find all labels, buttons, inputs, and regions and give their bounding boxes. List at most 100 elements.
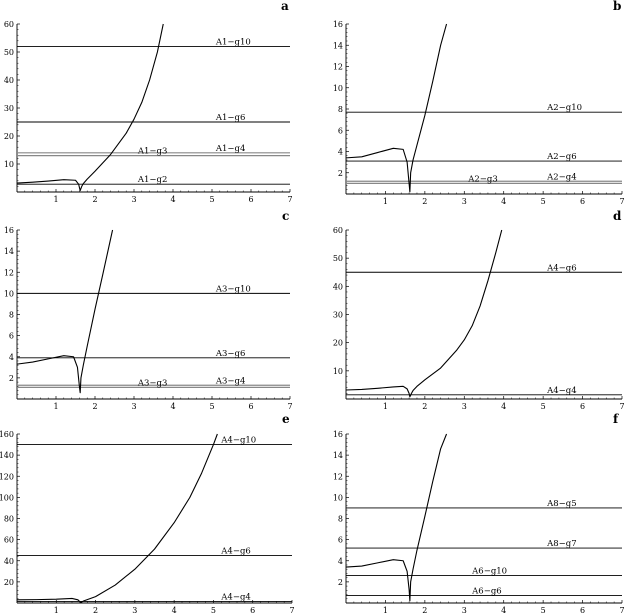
dispersion-curve (346, 229, 503, 398)
reference-line-label: A2−g4 (546, 172, 577, 182)
x-tick-label: 6 (580, 402, 585, 411)
y-tick-label: 8 (338, 515, 343, 524)
y-tick-label: 14 (4, 247, 14, 256)
x-tick-label: 5 (211, 606, 216, 613)
x-tick-label: 6 (580, 606, 585, 613)
reference-line-label: A8−g7 (546, 539, 577, 549)
y-tick-label: 40 (4, 557, 14, 566)
y-tick-label: 10 (333, 493, 343, 502)
x-tick-label: 1 (53, 195, 58, 204)
y-tick-label: 120 (0, 472, 14, 481)
x-tick-label: 6 (580, 197, 585, 206)
x-tick-label: 2 (93, 606, 98, 613)
y-tick-label: 10 (4, 289, 14, 298)
panel-letter: c (282, 209, 289, 223)
reference-line-label: A4−g6 (220, 546, 251, 556)
y-tick-label: 4 (9, 353, 14, 362)
x-tick-label: 7 (619, 402, 624, 411)
y-tick-label: 30 (4, 104, 14, 113)
dispersion-curve (17, 229, 114, 394)
x-tick-label: 2 (422, 197, 427, 206)
panel-d: 1 2 3 4 5 6 7 10 20 30 40 50 60 A4−g6 A4−g4 d (333, 209, 625, 411)
x-tick-label: 7 (287, 195, 292, 204)
panel-b: 1 2 3 4 5 6 7246810121416A2−g10A2−g6A2−g4A2−g3… (333, 0, 625, 206)
x-tick-label: 2 (92, 195, 97, 204)
y-tick-label: 12 (333, 472, 343, 481)
x-tick-label: 4 (170, 402, 175, 411)
y-tick-label: 6 (338, 536, 343, 545)
y-tick-label: 6 (338, 126, 343, 135)
y-tick-label: 8 (338, 105, 343, 114)
x-tick-label: 5 (541, 197, 546, 206)
y-tick-label: 50 (333, 254, 343, 263)
y-tick-label: 60 (4, 20, 14, 29)
reference-line-label: A4−g4 (220, 592, 251, 602)
y-tick-label: 12 (333, 63, 343, 72)
x-tick-label: 3 (131, 195, 136, 204)
y-tick-label: 160 (0, 430, 14, 439)
x-tick-label: 2 (422, 606, 427, 613)
reference-line-label: A4−g10 (220, 436, 256, 446)
y-tick-label: 8 (9, 311, 14, 320)
y-tick-label: 20 (4, 578, 14, 587)
reference-line-label: A4−g4 (546, 386, 577, 396)
y-tick-label: 60 (333, 226, 343, 235)
dispersion-curve (17, 433, 218, 603)
panel-e: 1 2 3 4 5 6 7 20 40 60 80 100 120 140 160 A4−g10 A4−g6 A4… (0, 412, 295, 613)
panel-letter: e (282, 412, 290, 426)
y-tick-label: 14 (333, 41, 343, 50)
x-tick-label: 1 (383, 606, 388, 613)
x-tick-label: 7 (619, 606, 624, 613)
y-tick-label: 14 (333, 451, 343, 460)
reference-line-label: A2−g6 (546, 152, 577, 162)
reference-line-label: A6−g10 (471, 567, 507, 577)
x-tick-label: 4 (501, 402, 506, 411)
reference-line-label: A3−g4 (215, 376, 246, 386)
panel-letter: a (281, 0, 289, 13)
y-tick-label: 16 (333, 430, 343, 439)
x-tick-label: 3 (131, 402, 136, 411)
x-tick-label: 6 (248, 402, 253, 411)
x-tick-label: 4 (501, 606, 506, 613)
panel-c: 1 2 3 4 5 6 7246810121416A3−g10A3−g6A3−g4A3−g3… (4, 209, 293, 411)
y-tick-label: 6 (9, 332, 14, 341)
x-tick-label: 6 (248, 195, 253, 204)
x-tick-label: 5 (209, 195, 214, 204)
x-tick-label: 5 (541, 606, 546, 613)
panel-a: 1 2 3 4 5 6 7 10 20 30 40 50 60 A1−g10 A1−g6 A1−g4 A1−g3… (4, 0, 293, 204)
x-tick-label: 5 (541, 402, 546, 411)
reference-line-label: A1−g10 (215, 37, 251, 47)
reference-line-label: A1−g2 (137, 175, 168, 185)
reference-line-label: A1−g4 (215, 144, 246, 154)
y-tick-label: 4 (338, 557, 343, 566)
x-tick-label: 5 (209, 402, 214, 411)
y-tick-label: 50 (4, 48, 14, 57)
y-tick-label: 10 (333, 367, 343, 376)
reference-line-label: A3−g10 (215, 284, 251, 294)
reference-line-label: A2−g10 (546, 103, 582, 113)
panel-letter: f (613, 412, 619, 426)
y-tick-label: 80 (4, 515, 14, 524)
x-tick-label: 6 (250, 606, 255, 613)
y-tick-label: 20 (4, 132, 14, 141)
x-tick-label: 4 (501, 197, 506, 206)
y-tick-label: 20 (333, 339, 343, 348)
reference-line-label: A1−g3 (137, 147, 168, 157)
reference-line-label: A1−g6 (215, 113, 246, 123)
panel-letter: d (613, 209, 622, 223)
panel-letter: b (613, 0, 621, 13)
panel-f: 1 2 3 4 5 6 7246810121416A8−g5A8−g7A6−g10A6−g6… (333, 412, 625, 613)
x-tick-label: 3 (132, 606, 137, 613)
x-tick-label: 3 (462, 606, 467, 613)
y-tick-label: 10 (333, 84, 343, 93)
y-tick-label: 12 (4, 268, 14, 277)
x-tick-label: 1 (383, 402, 388, 411)
reference-line-label: A3−g6 (215, 349, 246, 359)
y-tick-label: 16 (333, 20, 343, 29)
y-tick-label: 140 (0, 451, 14, 460)
reference-line-label: A2−g3 (467, 174, 498, 184)
x-tick-label: 2 (92, 402, 97, 411)
reference-line-label: A4−g6 (546, 263, 577, 273)
x-tick-label: 7 (287, 402, 292, 411)
